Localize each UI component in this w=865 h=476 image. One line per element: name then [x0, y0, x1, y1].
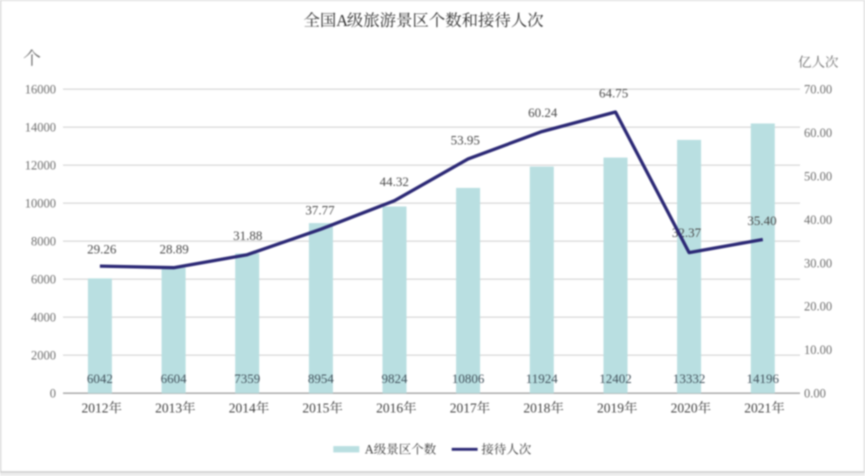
svg-text:9824: 9824: [382, 371, 409, 386]
svg-text:37.77: 37.77: [305, 203, 335, 218]
svg-text:6000: 6000: [31, 273, 56, 287]
svg-text:29.26: 29.26: [87, 242, 117, 257]
svg-text:2019: 2019: [597, 401, 624, 416]
svg-text:70.00: 70.00: [804, 83, 832, 97]
svg-text:2014: 2014: [229, 401, 256, 416]
svg-text:12402: 12402: [599, 371, 632, 386]
svg-text:60.24: 60.24: [528, 105, 558, 120]
svg-text:16000: 16000: [25, 83, 56, 97]
svg-text:2016: 2016: [376, 401, 403, 416]
svg-text:7359: 7359: [234, 371, 260, 386]
svg-text:2021: 2021: [744, 401, 771, 416]
svg-text:6042: 6042: [87, 371, 113, 386]
svg-text:6604: 6604: [161, 371, 188, 386]
svg-text:10000: 10000: [25, 197, 56, 211]
svg-text:A: A: [365, 443, 374, 457]
svg-text:2020: 2020: [671, 401, 698, 416]
svg-text:35.40: 35.40: [747, 213, 776, 228]
svg-text:28.89: 28.89: [159, 242, 188, 257]
svg-text:31.88: 31.88: [233, 228, 262, 243]
svg-text:4000: 4000: [31, 311, 56, 325]
svg-text:0.00: 0.00: [804, 387, 826, 401]
svg-text:30.00: 30.00: [804, 256, 832, 270]
svg-text:8954: 8954: [308, 371, 335, 386]
svg-text:2015: 2015: [302, 401, 329, 416]
svg-text:50.00: 50.00: [804, 170, 832, 184]
svg-text:2013: 2013: [155, 401, 182, 416]
svg-text:A: A: [336, 11, 348, 30]
svg-text:60.00: 60.00: [804, 126, 832, 140]
svg-text:11924: 11924: [526, 371, 559, 386]
svg-text:53.95: 53.95: [451, 132, 480, 147]
svg-text:8000: 8000: [31, 235, 56, 249]
svg-text:13332: 13332: [673, 371, 706, 386]
svg-text:2012: 2012: [82, 401, 109, 416]
svg-text:40.00: 40.00: [804, 213, 832, 227]
svg-text:10.00: 10.00: [804, 343, 832, 357]
svg-text:10806: 10806: [452, 371, 485, 386]
svg-text:20.00: 20.00: [804, 300, 832, 314]
svg-text:64.75: 64.75: [599, 86, 628, 101]
svg-text:12000: 12000: [25, 159, 56, 173]
svg-text:2017: 2017: [450, 401, 477, 416]
svg-text:14000: 14000: [25, 121, 56, 135]
svg-text:14196: 14196: [747, 371, 780, 386]
svg-text:44.32: 44.32: [380, 174, 409, 189]
svg-text:0: 0: [50, 387, 56, 401]
svg-text:2000: 2000: [31, 349, 56, 363]
svg-text:2018: 2018: [523, 401, 550, 416]
